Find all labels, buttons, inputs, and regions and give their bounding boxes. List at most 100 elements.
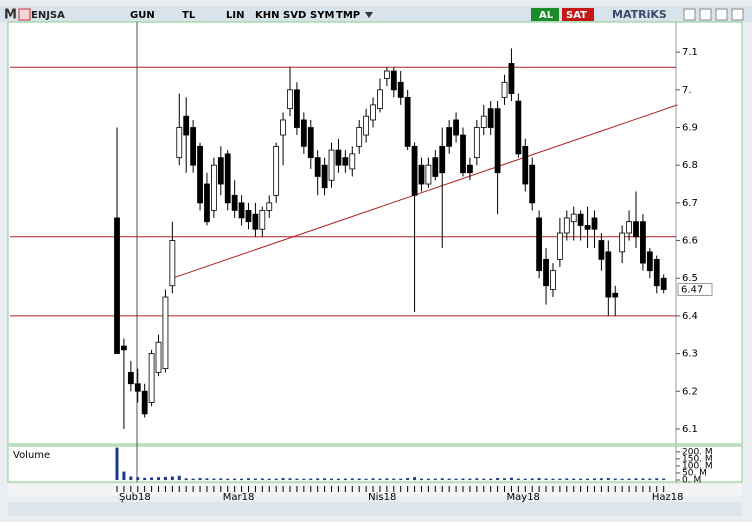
candle-body: [259, 209, 266, 230]
candle-body: [605, 251, 612, 298]
volume-bar: [233, 478, 237, 480]
volume-bar: [253, 478, 257, 480]
volume-bar: [357, 478, 361, 480]
volume-bar: [385, 478, 389, 480]
volume-bar: [599, 478, 603, 480]
volume-bar: [157, 477, 161, 480]
y-tick-label: 6.2: [682, 386, 698, 397]
candle-body: [328, 149, 335, 181]
volume-tick-label: 0. M: [682, 476, 701, 486]
button[interactable]: TMP: [336, 10, 360, 21]
candle-body: [411, 145, 418, 196]
candle-body: [563, 217, 570, 234]
volume-bar: [316, 478, 320, 480]
candle-body: [238, 202, 245, 219]
volume-bar: [226, 478, 230, 480]
y-tick-label: 7.1: [682, 47, 698, 58]
button[interactable]: SYM: [310, 10, 334, 21]
volume-bar: [433, 478, 437, 480]
candle-body: [577, 213, 584, 226]
volume-panel: [7, 445, 743, 483]
candle-body: [204, 183, 210, 223]
volume-bar: [482, 478, 486, 480]
candle-body: [646, 251, 653, 272]
button[interactable]: LIN: [226, 10, 244, 21]
candle-body: [121, 345, 127, 351]
close-icon[interactable]: [18, 8, 31, 21]
candle-body: [397, 81, 404, 98]
volume-bar: [246, 478, 250, 480]
button[interactable]: TL: [182, 10, 196, 21]
volume-bar: [586, 478, 590, 480]
volume-bar: [115, 447, 119, 480]
volume-bar: [129, 476, 133, 480]
candle-body: [536, 217, 543, 272]
buy-button[interactable]: [531, 8, 559, 21]
candle-body: [176, 127, 183, 159]
volume-bar: [295, 478, 299, 480]
y-tick-label: 6.5: [682, 273, 698, 284]
x-axis-bg: [8, 484, 742, 496]
button[interactable]: GUN: [130, 10, 155, 21]
volume-bar: [461, 478, 465, 480]
candle-body: [335, 149, 342, 166]
price-tag: [677, 283, 713, 297]
volume-bar: [503, 478, 507, 480]
volume-bar: [343, 478, 347, 480]
volume-bar: [447, 478, 451, 480]
sell-button[interactable]: [562, 8, 594, 21]
candle-body: [273, 145, 280, 196]
symbol[interactable]: ENJSA: [31, 10, 65, 21]
candle-body: [148, 353, 155, 403]
button[interactable]: SVD: [283, 10, 306, 21]
last-price: 6.47: [681, 285, 703, 296]
candle-body: [633, 221, 639, 238]
logo: M: [4, 8, 17, 23]
candle-body: [114, 217, 120, 354]
candle-body: [446, 127, 453, 147]
win-btn[interactable]: [699, 8, 712, 21]
volume-bar: [184, 478, 188, 480]
candle-body: [231, 194, 238, 211]
volume-bar: [496, 478, 500, 480]
volume-tick-label: 150. M: [682, 454, 713, 464]
volume-bar: [530, 478, 534, 480]
candle-body: [432, 157, 439, 177]
candle-body: [162, 296, 169, 370]
candle-body: [439, 145, 446, 174]
volume-bar: [406, 478, 410, 480]
volume-bar: [350, 478, 354, 480]
volume-bar: [516, 478, 520, 480]
win-btn[interactable]: [715, 8, 728, 21]
volume-bar: [163, 476, 167, 480]
win-btn[interactable]: [731, 8, 744, 21]
volume-bar: [364, 478, 368, 480]
candle-body: [252, 213, 259, 230]
volume-bar: [613, 478, 617, 480]
candle-body: [584, 225, 591, 230]
dropdown[interactable]: [365, 12, 373, 18]
volume-bar: [288, 478, 292, 480]
candle-body: [653, 258, 660, 287]
candle-body: [266, 202, 273, 211]
candle-body: [294, 89, 300, 128]
button[interactable]: KHN: [255, 10, 280, 21]
y-tick-label: 6.4: [682, 311, 698, 322]
volume-bar: [399, 478, 403, 480]
volume-bar: [309, 478, 313, 480]
volume-bar: [454, 478, 458, 480]
scrollbar[interactable]: [8, 502, 742, 516]
win-btn[interactable]: [683, 8, 696, 21]
volume-bar: [392, 478, 396, 480]
y-tick-label: 6.8: [682, 160, 698, 171]
candle-body: [640, 221, 646, 264]
volume-bar: [240, 478, 244, 480]
volume-bar: [371, 478, 375, 480]
x-tick-label: May18: [507, 492, 540, 503]
candle-body: [480, 115, 487, 128]
candle-body: [314, 157, 321, 177]
volume-bar: [219, 478, 223, 480]
volume-bar: [565, 478, 569, 480]
candle-body: [598, 240, 605, 260]
volume-bar: [475, 478, 479, 480]
